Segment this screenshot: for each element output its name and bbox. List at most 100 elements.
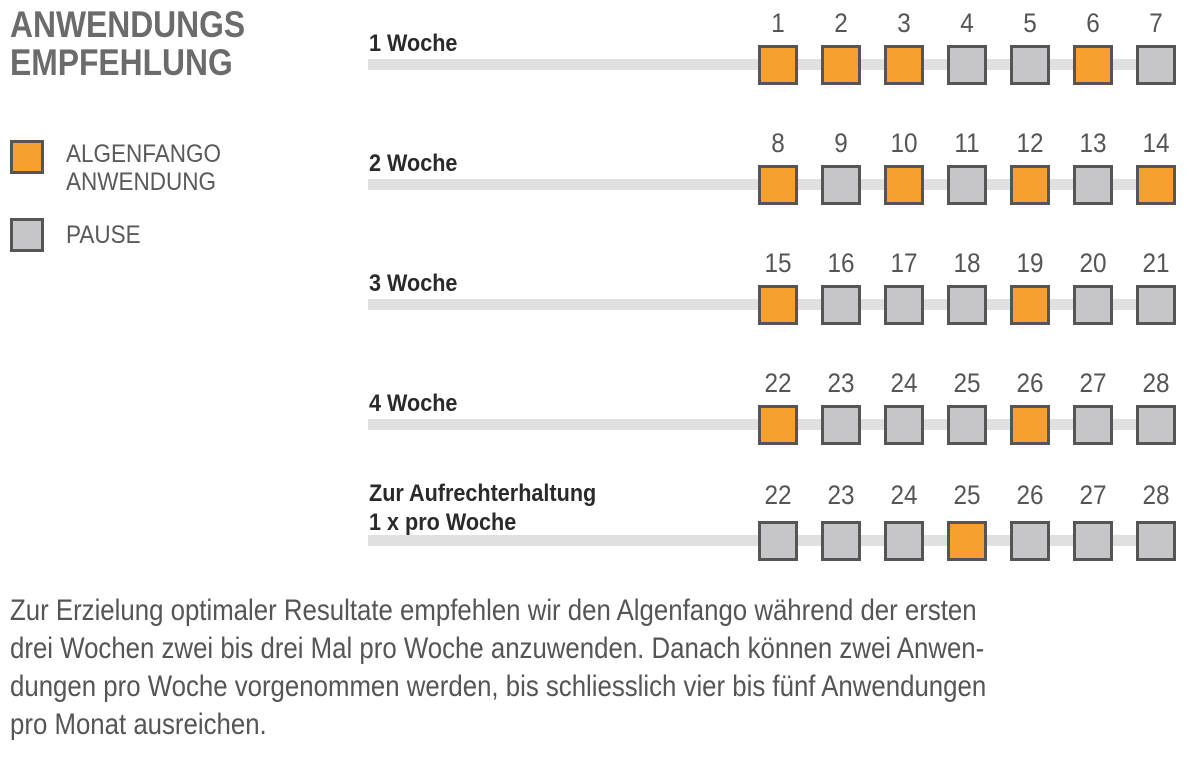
week-label: 3 Woche (369, 269, 457, 298)
pause-day-box (1136, 45, 1176, 85)
day-number: 28 (1142, 368, 1170, 398)
day-number: 16 (827, 248, 855, 278)
day-number: 23 (827, 480, 855, 510)
day-cell: 25 (947, 368, 987, 458)
application-day-box (1136, 165, 1176, 205)
pause-day-box (947, 405, 987, 445)
week-row: 1 Woche 1 2 3 4 5 6 7 (0, 0, 1194, 100)
pause-day-box (1010, 521, 1050, 561)
day-number: 3 (897, 8, 911, 38)
day-cell: 11 (947, 128, 987, 218)
week-label-line: Zur Aufrechterhaltung (369, 480, 597, 507)
day-cell: 2 (821, 8, 861, 98)
application-day-box (884, 165, 924, 205)
application-day-box (947, 521, 987, 561)
day-cell: 7 (1136, 8, 1176, 98)
day-number: 13 (1079, 128, 1107, 158)
footer-description: Zur Erzielung optimaler Resultate empfeh… (10, 592, 1068, 744)
day-number: 22 (764, 368, 792, 398)
pause-day-box (1073, 165, 1113, 205)
legend-swatch-application (10, 140, 44, 174)
day-cell: 27 (1073, 368, 1113, 458)
day-cell: 28 (1136, 480, 1176, 570)
pause-day-box (821, 521, 861, 561)
week-label: 4 Woche (369, 389, 457, 418)
day-cell: 21 (1136, 248, 1176, 338)
day-cell: 5 (1010, 8, 1050, 98)
day-cell: 23 (821, 480, 861, 570)
day-cell: 14 (1136, 128, 1176, 218)
day-number: 10 (890, 128, 918, 158)
day-cell: 22 (758, 368, 798, 458)
day-number: 19 (1016, 248, 1044, 278)
day-number: 7 (1149, 8, 1163, 38)
day-number: 28 (1142, 480, 1170, 510)
application-day-box (758, 285, 798, 325)
day-number: 27 (1079, 368, 1107, 398)
day-cell: 22 (758, 480, 798, 570)
day-cell: 18 (947, 248, 987, 338)
pause-day-box (947, 285, 987, 325)
day-cell: 16 (821, 248, 861, 338)
day-number: 21 (1142, 248, 1170, 278)
day-cell: 25 (947, 480, 987, 570)
footer-line: dungen pro Woche vorgenommen werden, bis… (10, 670, 987, 703)
day-cell: 10 (884, 128, 924, 218)
day-cell: 26 (1010, 368, 1050, 458)
pause-day-box (1073, 285, 1113, 325)
day-cell: 8 (758, 128, 798, 218)
legend-label-line: ALGENFANGO (66, 140, 222, 168)
application-day-box (821, 45, 861, 85)
day-number: 11 (954, 128, 980, 158)
title-line-1: ANWENDUNGS (10, 4, 246, 45)
day-cell: 3 (884, 8, 924, 98)
week-row: 3 Woche 15 16 17 18 19 20 21 (0, 240, 1194, 340)
day-number: 4 (960, 8, 974, 38)
day-cell: 12 (1010, 128, 1050, 218)
pause-day-box (947, 45, 987, 85)
day-number: 22 (764, 480, 792, 510)
day-number: 5 (1023, 8, 1037, 38)
footer-line: pro Monat ausreichen. (10, 708, 267, 741)
day-number: 9 (834, 128, 848, 158)
day-cell: 26 (1010, 480, 1050, 570)
application-day-box (1010, 285, 1050, 325)
day-cell: 1 (758, 8, 798, 98)
pause-day-box (1073, 405, 1113, 445)
pause-day-box (1010, 45, 1050, 85)
week-row: 2 Woche 8 9 10 11 12 13 14 (0, 120, 1194, 220)
application-day-box (884, 45, 924, 85)
pause-day-box (1136, 405, 1176, 445)
week-label-line: 2 Woche (369, 150, 458, 177)
day-cell: 24 (884, 480, 924, 570)
day-number: 14 (1142, 128, 1170, 158)
pause-day-box (884, 521, 924, 561)
legend-label-pause: PAUSE (66, 221, 141, 249)
day-cell: 24 (884, 368, 924, 458)
week-label-line: 3 Woche (369, 270, 458, 297)
day-cell: 9 (821, 128, 861, 218)
page-title: ANWENDUNGS EMPFEHLUNG (10, 6, 245, 82)
day-cell: 28 (1136, 368, 1176, 458)
pause-day-box (821, 285, 861, 325)
application-day-box (758, 165, 798, 205)
day-number: 27 (1079, 480, 1107, 510)
day-number: 8 (771, 128, 785, 158)
day-number: 24 (890, 480, 918, 510)
week-label-line: 1 Woche (369, 30, 458, 57)
footer-line: drei Wochen zwei bis drei Mal pro Woche … (10, 632, 985, 665)
pause-day-box (1073, 521, 1113, 561)
pause-day-box (884, 285, 924, 325)
day-number: 17 (890, 248, 918, 278)
day-cell: 20 (1073, 248, 1113, 338)
week-label-line: 4 Woche (369, 390, 458, 417)
week-label: 1 Woche (369, 29, 457, 58)
pause-day-box (821, 165, 861, 205)
day-number: 25 (953, 480, 981, 510)
pause-day-box (1136, 521, 1176, 561)
day-number: 25 (953, 368, 981, 398)
week-row: 4 Woche 22 23 24 25 26 27 28 (0, 360, 1194, 460)
day-cell: 19 (1010, 248, 1050, 338)
legend-label-line: ANWENDUNG (66, 168, 217, 196)
day-number: 26 (1016, 368, 1044, 398)
